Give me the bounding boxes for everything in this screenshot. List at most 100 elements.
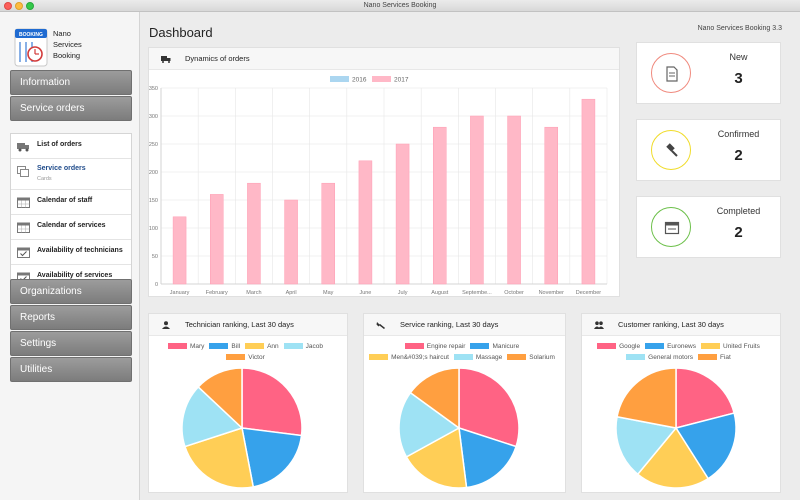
legend-item[interactable]: Euronews — [645, 343, 696, 350]
menu-information[interactable]: Information — [10, 70, 132, 95]
pie-slice-solarium — [409, 367, 460, 430]
legend-swatch — [245, 343, 265, 349]
stat-completed-label: Completed — [716, 206, 761, 216]
x-tick-label: Septembe... — [462, 290, 492, 296]
sidebar-item-calendar-of-staff[interactable]: Calendar of staff — [11, 190, 131, 215]
legend-item[interactable]: Jacob — [283, 343, 323, 350]
minimize-window-button[interactable] — [15, 2, 23, 10]
app-logo: BOOKING — [14, 26, 48, 68]
menu-settings[interactable]: Settings — [10, 331, 132, 356]
legend-item[interactable]: Fiat — [697, 354, 731, 361]
x-tick-label: May — [323, 290, 334, 296]
stat-completed-value: 2 — [734, 224, 743, 241]
y-tick-label: 50 — [152, 254, 158, 260]
page-title: Dashboard — [149, 25, 213, 40]
legend-item[interactable]: United Fruits — [701, 343, 760, 350]
gavel-icon — [666, 143, 678, 157]
legend-item[interactable]: Solarium — [507, 354, 555, 361]
stat-new-label: New — [729, 52, 748, 62]
bar-2017-11 — [581, 98, 596, 285]
window-title: Nano Services Booking — [363, 2, 437, 9]
legend-item[interactable]: Massage — [453, 354, 502, 361]
customer-ranking-title: Customer ranking, Last 30 days — [618, 320, 724, 329]
x-tick-label: July — [398, 290, 408, 296]
legend-item[interactable]: Victor — [226, 354, 265, 361]
legend-item[interactable]: Men&#039;s haircut — [369, 354, 449, 361]
pie-chart-0 — [181, 367, 303, 489]
bar-2017-10 — [544, 126, 558, 285]
legend-item[interactable]: Bill — [209, 343, 240, 350]
stat-card-new[interactable]: New 3 — [636, 42, 781, 104]
legend-label: Fiat — [719, 354, 731, 361]
legend-swatch — [626, 354, 646, 360]
x-tick-label: June — [359, 290, 371, 296]
legend-swatch — [507, 354, 527, 360]
legend-swatch-2017 — [372, 76, 391, 82]
menu-utilities[interactable]: Utilities — [10, 357, 132, 382]
legend-label: Victor — [248, 354, 265, 361]
pie-slice-euronews — [674, 412, 737, 480]
legend-label: Bill — [231, 343, 241, 350]
bar-2017-5 — [358, 160, 373, 285]
x-tick-label: February — [206, 290, 228, 296]
pie-slice-fiat — [616, 367, 677, 429]
pie-legend-row: Engine repair Manicure — [404, 343, 524, 350]
orders-chart-panel: Dynamics of orders 2016 2017 0 50 100 150 200 2… — [148, 47, 620, 297]
pie-slice-jacob — [181, 385, 244, 448]
user-icon — [162, 321, 170, 329]
stat-card-completed[interactable]: Completed 2 — [636, 196, 781, 258]
sidebar: BOOKING Nano Services Booking Informatio… — [0, 12, 140, 500]
legend-item[interactable]: Mary — [167, 343, 204, 350]
x-tick-label: March — [246, 290, 261, 296]
y-tick-label: 250 — [149, 142, 158, 148]
x-tick-label: October — [504, 290, 524, 296]
maximize-window-button[interactable] — [26, 2, 34, 10]
legend-label-2016: 2016 — [352, 77, 367, 84]
y-tick-label: 200 — [149, 170, 158, 176]
legend-item[interactable]: General motors — [626, 354, 693, 361]
pie-chart-1 — [398, 367, 520, 489]
menu-service-orders[interactable]: Service orders — [10, 96, 132, 121]
close-window-button[interactable] — [4, 2, 12, 10]
pie-slice-google — [675, 367, 736, 429]
legend-swatch — [453, 354, 473, 360]
stat-card-confirmed[interactable]: Confirmed 2 — [636, 119, 781, 181]
legend-swatch-2016 — [330, 76, 349, 82]
stat-confirmed-circle — [651, 130, 691, 170]
legend-swatch — [470, 343, 490, 349]
pie-slice-ann — [183, 427, 255, 489]
menu-organizations[interactable]: Organizations — [10, 279, 132, 304]
legend-swatch — [701, 343, 720, 349]
sidebar-item-calendar-of-services[interactable]: Calendar of services — [11, 215, 131, 240]
legend-swatch — [167, 343, 187, 349]
pie-legend-row: Mary Bill Ann Jacob — [167, 343, 328, 350]
bar-2017-3 — [284, 199, 298, 285]
app-version: Nano Services Booking 3.3 — [697, 25, 782, 32]
calendar-check-icon — [17, 247, 30, 258]
legend-label: Men&#039;s haircut — [391, 354, 449, 361]
legend-item[interactable]: Google — [597, 343, 640, 350]
legend-item[interactable]: Manicure — [470, 343, 519, 350]
legend-label: United Fruits — [723, 343, 760, 350]
stat-new-circle — [651, 53, 691, 93]
y-tick-label: 350 — [149, 86, 158, 92]
orders-chart-header: Dynamics of orders — [149, 48, 619, 70]
sidebar-item-availability-of-technicians[interactable]: Availability of technicians — [11, 240, 131, 265]
legend-label: Ann — [267, 343, 279, 350]
bar-2017-8 — [470, 115, 484, 285]
sidebar-item-list-of-orders[interactable]: List of orders — [11, 134, 131, 159]
x-tick-label: August — [431, 290, 449, 296]
y-tick-label: 300 — [149, 114, 158, 120]
legend-swatch — [645, 343, 665, 349]
wrench-icon — [376, 322, 385, 329]
bar-2017-7 — [433, 126, 447, 285]
pie-slice-men-039-s-haircut — [405, 426, 468, 489]
pie-slice-manicure — [458, 426, 518, 489]
menu-reports[interactable]: Reports — [10, 305, 132, 330]
legend-item[interactable]: Engine repair — [404, 343, 465, 350]
technician-ranking-title: Technician ranking, Last 30 days — [185, 320, 294, 329]
cards-icon — [17, 166, 29, 177]
legend-item[interactable]: Ann — [245, 343, 279, 350]
sidebar-item-service-orders[interactable]: Service orders Cards — [11, 159, 131, 190]
legend-label-2017: 2017 — [394, 77, 409, 84]
